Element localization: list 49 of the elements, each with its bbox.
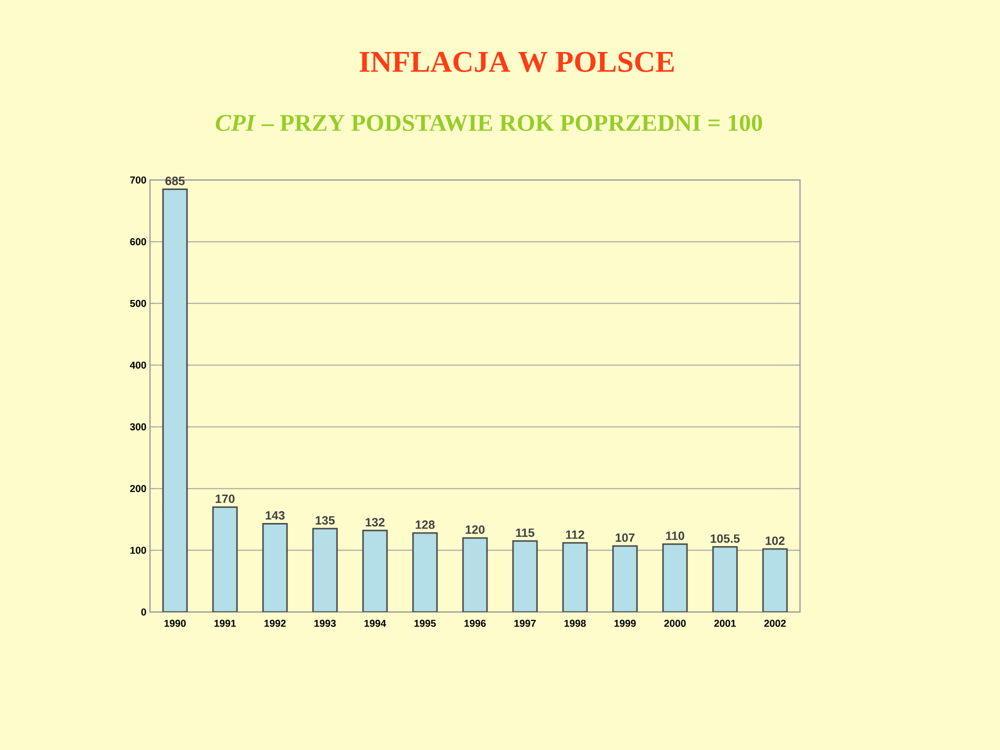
chart-title: INFLACJA W POLSCE [360,52,674,72]
bar [362,530,388,612]
bar [512,540,538,612]
x-tick-label: 1996 [464,620,486,627]
bar [312,528,338,612]
x-tick-label: 1990 [164,620,186,627]
x-tick-label: 1992 [264,620,286,627]
x-tick-label: 1994 [364,620,386,627]
data-label: 685 [165,176,185,186]
chart-subtitle: CPI – PRZY PODSTAWIE ROK POPRZEDNI = 100 [216,114,762,132]
y-tick-label: 100 [130,546,146,554]
y-tick-label: 400 [130,362,146,369]
x-tick-label: 2001 [714,620,736,627]
data-label: 128 [416,520,435,529]
bar [412,532,438,612]
bar [712,546,738,612]
bar [662,543,688,612]
data-label: 120 [466,525,485,534]
data-label: 143 [266,511,285,520]
bar [462,537,488,612]
y-tick-label: 0 [141,608,146,616]
data-label: 135 [316,516,335,525]
data-label: 132 [366,518,385,526]
bar [162,188,188,612]
x-tick-label: 1993 [314,620,336,627]
bar [762,548,788,612]
y-tick-label: 700 [130,176,146,184]
data-label: 110 [666,532,684,540]
x-tick-label: 1999 [614,620,636,627]
y-tick-label: 300 [130,423,146,430]
data-label: 115 [516,528,534,537]
data-label: 112 [566,530,584,539]
x-tick-label: 1997 [514,620,536,627]
x-tick-label: 1998 [564,620,586,627]
data-label: 107 [616,533,634,542]
bar [262,523,288,612]
bar [212,506,238,612]
x-tick-label: 2002 [764,620,786,627]
x-tick-label: 1991 [214,620,236,627]
y-tick-label: 500 [130,300,146,307]
y-tick-label: 600 [130,238,146,246]
y-tick-label: 200 [130,485,146,492]
x-tick-label: 1995 [414,620,436,627]
bar [562,542,588,612]
data-label: 102 [766,536,785,545]
data-label: 170 [216,494,235,503]
x-tick-label: 2000 [664,620,686,627]
bar [612,545,638,612]
data-label: 105.5 [710,534,740,543]
